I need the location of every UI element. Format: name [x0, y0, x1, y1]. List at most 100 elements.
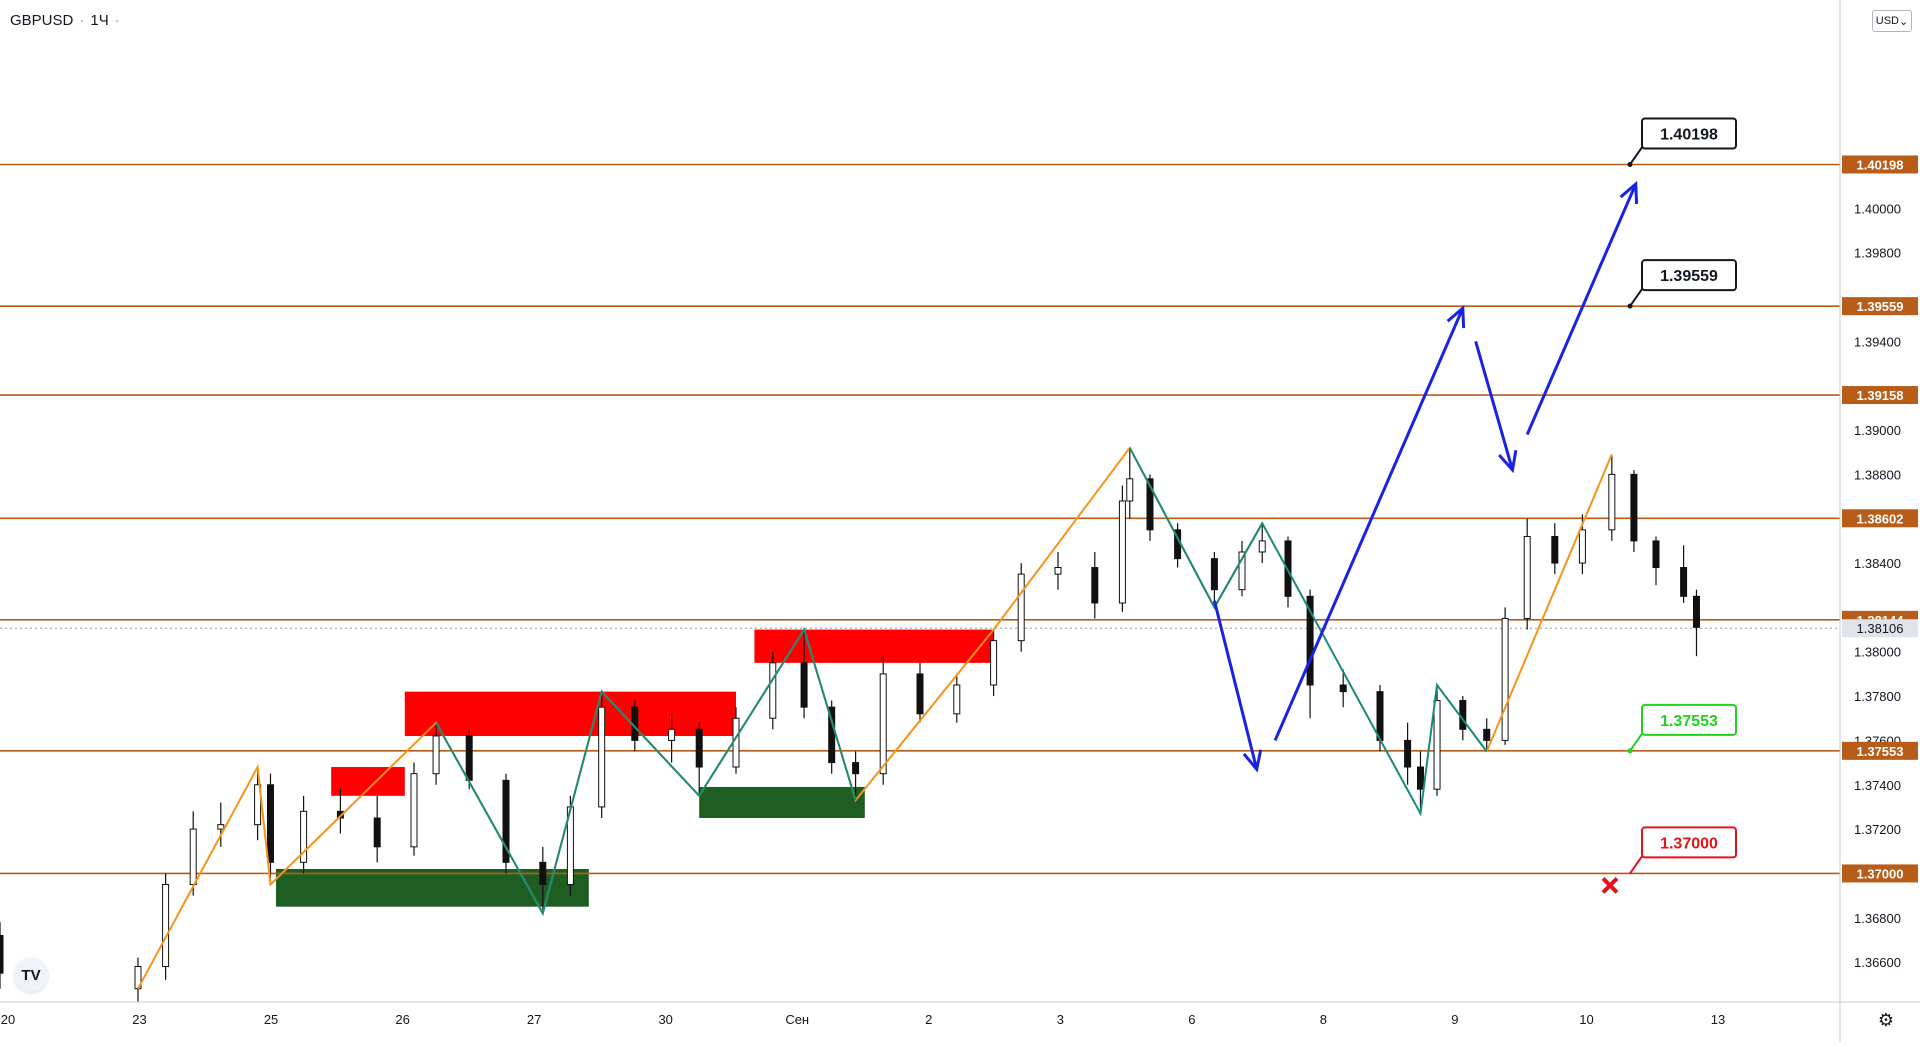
callout-box[interactable] — [1641, 826, 1737, 859]
candle-body — [502, 779, 510, 863]
candle-body — [217, 824, 225, 830]
callouts-layer: 1.40198 1.39559 1.37553 1.37000 — [1601, 117, 1737, 894]
interval-label[interactable]: 1Ч — [90, 12, 109, 29]
symbol-name[interactable]: GBPUSD — [10, 12, 74, 29]
price-axis[interactable]: 1.366001.368001.372001.374001.376001.378… — [1839, 0, 1918, 1042]
candle-body — [0, 934, 4, 974]
price-tick-label: 1.39800 — [1854, 246, 1901, 261]
callout-box[interactable] — [1641, 259, 1737, 292]
candle-body — [1054, 567, 1062, 575]
candle-body — [668, 728, 676, 741]
candle-body — [254, 784, 262, 826]
orange-zigzag — [1485, 454, 1613, 752]
price-tick-label: 1.39000 — [1854, 423, 1901, 438]
candles-layer — [0, 447, 1700, 1002]
time-tick-label: 25 — [264, 1012, 278, 1027]
currency-label: USD — [1875, 15, 1899, 27]
callout-box[interactable] — [1641, 703, 1737, 736]
projection-arrow — [1474, 340, 1514, 471]
time-tick-label: 26 — [395, 1012, 409, 1027]
price-tick-label: 1.37800 — [1854, 689, 1901, 704]
current-price-label: 1.38106 — [1857, 621, 1904, 636]
projection-arrow — [1212, 600, 1259, 770]
candle-body — [695, 728, 703, 768]
candle-body — [1017, 573, 1025, 642]
candle-body — [410, 773, 418, 848]
candle-body — [800, 662, 808, 708]
levels-layer — [0, 163, 1840, 875]
price-tick-label: 1.37400 — [1854, 778, 1901, 793]
time-tick-label: Сен — [785, 1012, 809, 1027]
level-price-label: 1.40198 — [1857, 157, 1904, 172]
projection-arrowhead — [1242, 749, 1263, 773]
callout-label: 1.39559 — [1660, 268, 1718, 285]
time-tick-label: 6 — [1188, 1012, 1195, 1027]
candle-body — [1652, 540, 1660, 569]
price-tick-label: 1.40000 — [1854, 201, 1901, 216]
symbol-header[interactable]: GBPUSD · 1Ч · — [10, 12, 120, 29]
callout-label: 1.37000 — [1660, 835, 1718, 852]
level-price-tag — [1842, 864, 1918, 883]
candle-body — [1680, 567, 1688, 597]
demand-zone — [699, 786, 865, 819]
candle-body — [266, 784, 274, 863]
current-price-tag — [1842, 619, 1918, 638]
candle-body — [1578, 529, 1586, 564]
price-tick-label: 1.38000 — [1854, 645, 1901, 660]
time-tick-label: 9 — [1451, 1012, 1458, 1027]
candle-body — [1306, 595, 1314, 686]
zones-layer — [276, 629, 994, 907]
candle-body — [1433, 700, 1441, 790]
level-price-tag — [1842, 155, 1918, 174]
level-price-tag — [1842, 297, 1918, 316]
candle-body — [953, 684, 961, 715]
candle-body — [1376, 691, 1384, 741]
callout-box[interactable] — [1641, 117, 1737, 150]
candle-body — [916, 673, 924, 715]
projection-arrowhead — [1498, 450, 1518, 474]
price-tick-label: 1.39400 — [1854, 334, 1901, 349]
logo-text: TV — [21, 966, 41, 984]
price-tick-label: 1.37200 — [1854, 822, 1901, 837]
callout-label: 1.40198 — [1660, 126, 1718, 143]
candle-body — [1608, 473, 1616, 531]
time-tick-label: 13 — [1711, 1012, 1725, 1027]
price-tick-label: 1.36800 — [1854, 911, 1901, 926]
callout-anchor-dot — [1627, 748, 1633, 754]
candle-body — [990, 640, 998, 686]
price-tick-label: 1.36600 — [1854, 955, 1901, 970]
candle-body — [336, 810, 344, 819]
time-tick-label: 8 — [1320, 1012, 1327, 1027]
price-tick-label: 1.38400 — [1854, 556, 1901, 571]
teal-zigzag — [1128, 447, 1488, 817]
projection-arrowhead — [1619, 180, 1639, 205]
currency-button[interactable]: USD ⌄ — [1872, 10, 1912, 32]
candle-body — [1630, 473, 1638, 542]
candle-body — [1692, 595, 1700, 628]
level-price-label: 1.39158 — [1857, 388, 1904, 403]
projection-arrow — [1525, 183, 1638, 436]
time-tick-label: 20 — [1, 1012, 15, 1027]
level-price-tag — [1842, 386, 1918, 405]
candle-body — [1459, 700, 1467, 730]
supply-zone — [331, 767, 405, 796]
time-axis[interactable]: 20 23 25 26 27 30 Сен 2 3 6 8 9 10 13 — [0, 1001, 1920, 1027]
candle-body — [598, 706, 606, 808]
candle-body — [1146, 478, 1154, 531]
candle-body — [1501, 617, 1509, 741]
projection-arrowhead — [1446, 304, 1466, 329]
gear-icon[interactable]: ⚙ — [1877, 1010, 1894, 1030]
candle-body — [432, 735, 440, 775]
level-price-label: 1.39559 — [1857, 299, 1904, 314]
level-price-label: 1.37000 — [1857, 866, 1904, 881]
candle-body — [1416, 766, 1424, 790]
candle-body — [162, 884, 170, 968]
candle-body — [828, 706, 836, 764]
zigzag-layer — [137, 445, 1613, 990]
candle-body — [879, 673, 887, 775]
tradingview-logo[interactable]: TV — [14, 958, 48, 992]
supply-zone — [404, 691, 736, 736]
projection-layer — [1212, 180, 1639, 773]
